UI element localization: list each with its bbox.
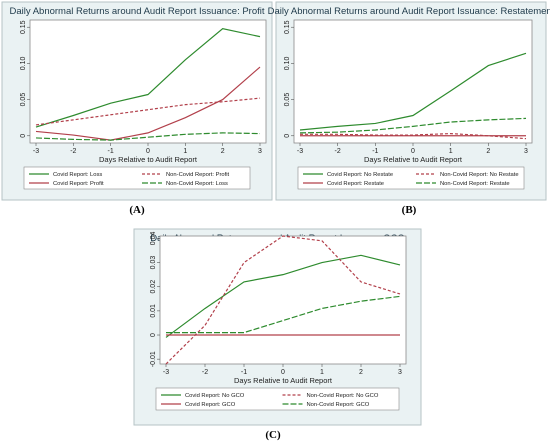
legend-entry: Non-Covid Report: GCO: [307, 402, 370, 408]
x-tick-label: -3: [163, 369, 169, 376]
legend-entry: Covid Report: GCO: [185, 402, 236, 408]
y-tick-label: 0.15: [284, 20, 291, 34]
y-tick-label: 0.10: [284, 56, 291, 70]
chart-title: Daily Abnormal Returns around Audit Repo…: [268, 6, 550, 17]
y-tick-label: 0: [284, 134, 291, 138]
legend-entry: Non-Covid Report: No GCO: [307, 393, 379, 399]
x-tick-label: 2: [359, 369, 363, 376]
plot-area: [29, 19, 267, 144]
legend-entry: Covid Report: Loss: [53, 172, 102, 178]
x-tick-label: 3: [398, 369, 402, 376]
legend: [297, 166, 525, 190]
x-tick-label: 0: [411, 148, 415, 155]
x-axis-label: Days Relative to Audit Report: [99, 155, 198, 164]
y-tick-label: 0: [150, 333, 157, 337]
legend-entry: Covid Report: No Restate: [327, 172, 393, 178]
series-line-2: [35, 97, 261, 126]
plot-area: [293, 19, 533, 144]
y-tick-label: 0.04: [150, 231, 157, 245]
x-tick-label: 0: [146, 148, 150, 155]
x-tick-label: 1: [449, 148, 453, 155]
series-line-4: [35, 132, 261, 141]
series-line-2: [165, 235, 401, 365]
series-line-1: [299, 52, 527, 131]
x-tick-label: -2: [202, 369, 208, 376]
y-tick-label: 0.03: [150, 256, 157, 270]
legend-entry: Covid Report: Profit: [53, 181, 104, 187]
y-tick-label: 0.15: [20, 20, 27, 34]
y-tick-label: -0.01: [150, 351, 157, 367]
series-line-4: [299, 117, 527, 134]
x-tick-label: -2: [70, 148, 76, 155]
x-tick-label: 0: [281, 369, 285, 376]
y-tick-label: 0.02: [150, 280, 157, 294]
legend-entry: Non-Covid Report: Restate: [440, 181, 510, 187]
legend: [23, 166, 251, 190]
x-tick-label: 3: [258, 148, 262, 155]
x-tick-label: 1: [320, 369, 324, 376]
y-tick-label: 0: [20, 134, 27, 138]
y-tick-label: 0.05: [284, 93, 291, 107]
x-tick-label: -2: [335, 148, 341, 155]
y-tick-label: 0.05: [20, 93, 27, 107]
x-axis-label: Days Relative to Audit Report: [234, 376, 333, 385]
chart-panel-c: Daily Abnormal Returns around Audit Repo…: [133, 228, 422, 426]
legend-entry: Covid Report: Restate: [327, 181, 384, 187]
legend-entry: Non-Covid Report: No Restate: [440, 172, 519, 178]
panel-label: (C): [265, 429, 281, 441]
series-line-1: [35, 28, 261, 128]
x-tick-label: 2: [486, 148, 490, 155]
panel-label: (A): [129, 204, 145, 216]
panel-label: (B): [402, 204, 417, 216]
legend-entry: Non-Covid Report: Profit: [166, 172, 230, 178]
x-tick-label: -1: [372, 148, 378, 155]
plot-area: [159, 235, 407, 365]
y-tick-label: 0.10: [20, 56, 27, 70]
legend: [155, 387, 400, 411]
y-tick-label: 0.01: [150, 304, 157, 318]
x-tick-label: 3: [524, 148, 528, 155]
x-tick-label: -3: [33, 148, 39, 155]
x-tick-label: -1: [241, 369, 247, 376]
series-line-3: [35, 66, 261, 141]
legend-entry: Covid Report: No GCO: [185, 393, 245, 399]
x-tick-label: -1: [108, 148, 114, 155]
x-tick-label: 2: [221, 148, 225, 155]
x-tick-label: 1: [183, 148, 187, 155]
chart-panel-b: Daily Abnormal Returns around Audit Repo…: [268, 1, 550, 201]
chart-panel-a: Daily Abnormal Returns around Audit Repo…: [1, 1, 273, 201]
chart-title: Daily Abnormal Returns around Audit Repo…: [9, 6, 264, 17]
legend-entry: Non-Covid Report: Loss: [166, 181, 228, 187]
series-line-1: [165, 254, 401, 338]
series-line-2: [300, 132, 527, 140]
x-tick-label: -3: [297, 148, 303, 155]
x-axis-label: Days Relative to Audit Report: [364, 155, 463, 164]
